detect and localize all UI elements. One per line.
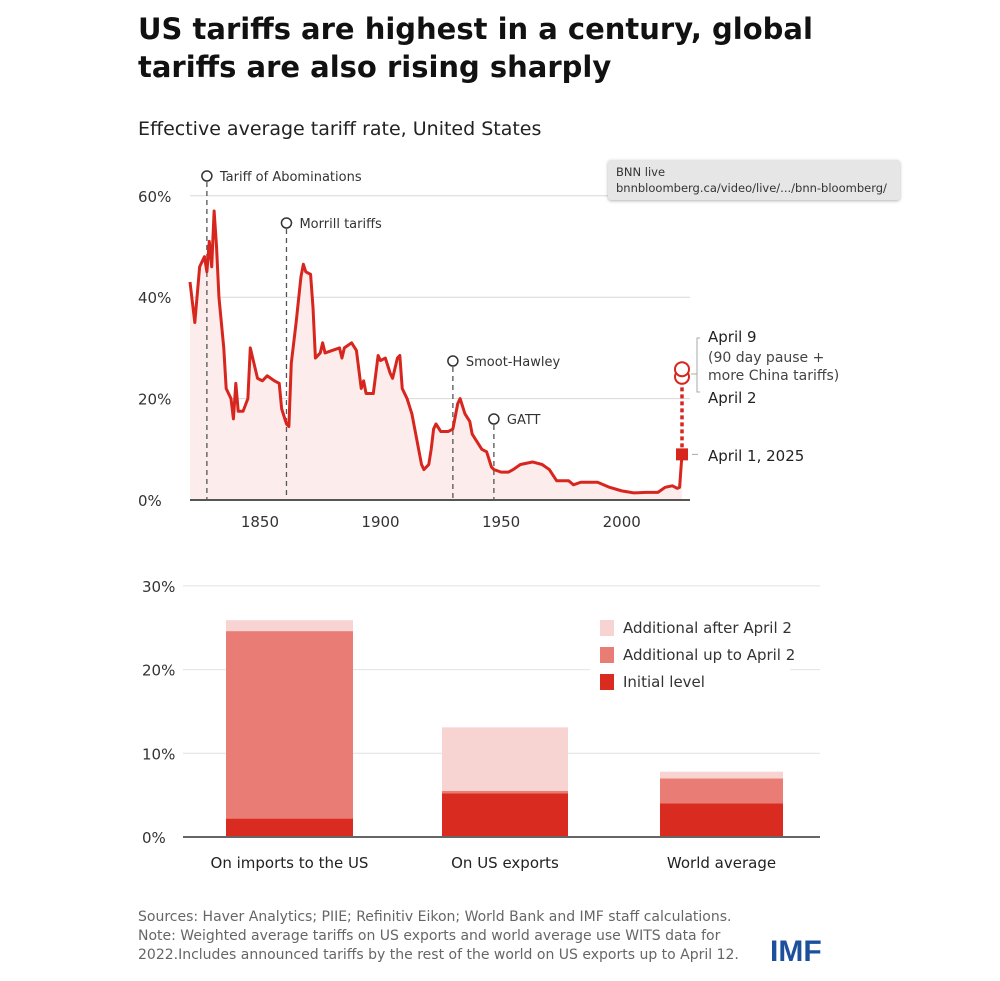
imf-logo: IMF xyxy=(770,935,822,968)
event-circle-icon xyxy=(280,217,293,229)
legend-label: Additional after April 2 xyxy=(623,619,792,637)
bar-segment xyxy=(442,727,568,791)
bar-segment xyxy=(442,793,568,837)
footer-notes: Sources: Haver Analytics; PIIE; Refiniti… xyxy=(138,908,758,965)
tariff-line xyxy=(188,209,684,495)
note-text: Note: Weighted average tariffs on US exp… xyxy=(138,928,739,963)
legend-label: Initial level xyxy=(623,673,705,691)
event-label: Smoot-Hawley xyxy=(466,355,561,370)
x-tick-label: 2000 xyxy=(603,513,641,531)
april-9-circle-marker xyxy=(674,361,690,378)
april-9-note: more China tariffs) xyxy=(708,368,839,384)
page-title: US tariffs are highest in a century, glo… xyxy=(138,12,813,84)
april-1-square-marker xyxy=(676,448,688,461)
april-9-note: (90 day pause + xyxy=(708,350,824,366)
y-tick-label: 20% xyxy=(142,662,175,680)
bar-segment xyxy=(226,818,353,837)
link-tooltip: BNN live bnnbloomberg.ca/video/live/.../… xyxy=(608,160,900,200)
y-tick-label: 30% xyxy=(142,578,175,596)
event-label: GATT xyxy=(507,413,541,428)
y-tick-label: 20% xyxy=(138,391,171,409)
bar-segment xyxy=(442,790,568,794)
x-tick-label: 1950 xyxy=(482,513,520,531)
y-tick-label: 60% xyxy=(138,188,171,206)
legend-swatch xyxy=(600,620,614,636)
bar-segment xyxy=(226,620,353,632)
legend-swatch xyxy=(600,674,614,690)
bar-segment xyxy=(660,778,783,804)
legend-label: Additional up to April 2 xyxy=(623,646,795,664)
bar-segment xyxy=(226,631,353,819)
x-tick-label: 1850 xyxy=(241,513,279,531)
sources-text: Sources: Haver Analytics; PIIE; Refiniti… xyxy=(138,909,732,925)
event-circle-icon xyxy=(488,413,500,425)
annotation-bracket xyxy=(696,337,700,393)
bar-segment xyxy=(660,771,783,779)
category-label: On imports to the US xyxy=(211,854,369,872)
event-circle-icon xyxy=(201,170,213,182)
april-2-label: April 2 xyxy=(708,389,757,407)
y-tick-label: 10% xyxy=(142,745,175,763)
tooltip-title: BNN live xyxy=(616,165,666,179)
april-1-label: April 1, 2025 xyxy=(708,447,804,465)
event-label: Morrill tariffs xyxy=(299,217,382,232)
april-9-label: April 9 xyxy=(708,328,757,346)
tooltip-url: bnnbloomberg.ca/video/live/.../bnn-bloom… xyxy=(616,181,887,195)
event-circle-icon xyxy=(447,355,459,367)
y-tick-label: 0% xyxy=(138,492,162,510)
y-tick-label: 40% xyxy=(138,289,171,307)
category-label: On US exports xyxy=(451,854,559,872)
legend-swatch xyxy=(600,647,614,663)
line-chart-title: Effective average tariff rate, United St… xyxy=(138,118,542,140)
x-tick-label: 1900 xyxy=(361,513,399,531)
category-label: World average xyxy=(667,854,776,872)
area-fill xyxy=(190,211,682,500)
y-tick-label: 0% xyxy=(142,829,166,847)
event-label: Tariff of Abominations xyxy=(219,170,362,185)
legend-background xyxy=(590,610,790,700)
bar-segment xyxy=(660,803,783,837)
